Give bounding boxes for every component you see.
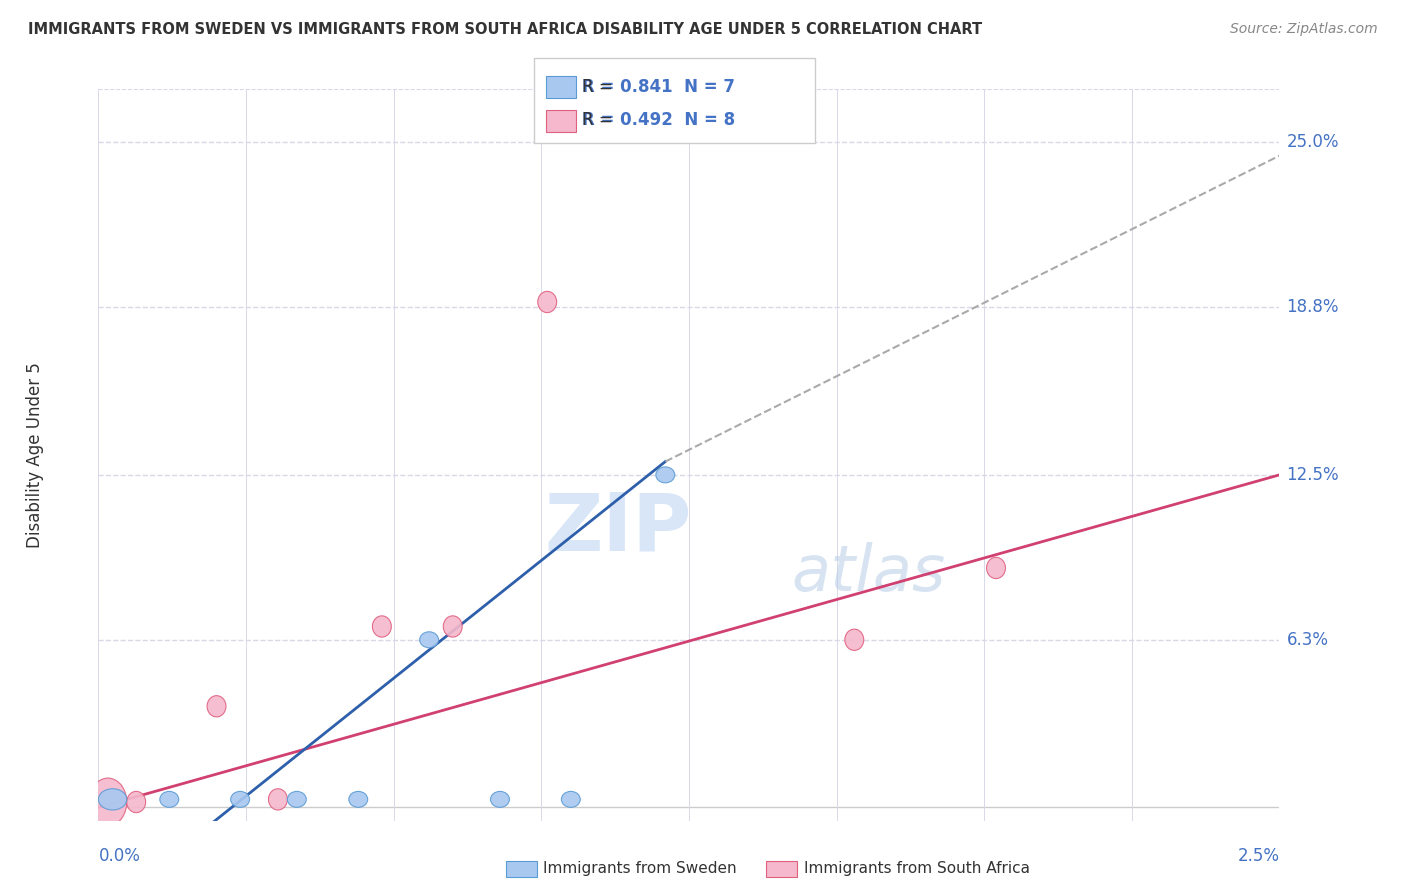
Ellipse shape bbox=[207, 696, 226, 717]
Text: Immigrants from Sweden: Immigrants from Sweden bbox=[543, 862, 737, 876]
Ellipse shape bbox=[127, 791, 146, 813]
Ellipse shape bbox=[443, 615, 463, 637]
Ellipse shape bbox=[987, 558, 1005, 579]
Text: R = 0.841  N = 7: R = 0.841 N = 7 bbox=[582, 78, 735, 95]
Text: R =: R = bbox=[582, 78, 613, 95]
Text: ZIP: ZIP bbox=[544, 489, 692, 567]
Ellipse shape bbox=[373, 615, 391, 637]
Ellipse shape bbox=[231, 791, 250, 807]
Text: 2.5%: 2.5% bbox=[1237, 847, 1279, 865]
Ellipse shape bbox=[655, 467, 675, 483]
Ellipse shape bbox=[269, 789, 287, 810]
Ellipse shape bbox=[98, 789, 127, 810]
Ellipse shape bbox=[160, 791, 179, 807]
Text: Source: ZipAtlas.com: Source: ZipAtlas.com bbox=[1230, 22, 1378, 37]
Ellipse shape bbox=[491, 791, 509, 807]
Text: IMMIGRANTS FROM SWEDEN VS IMMIGRANTS FROM SOUTH AFRICA DISABILITY AGE UNDER 5 CO: IMMIGRANTS FROM SWEDEN VS IMMIGRANTS FRO… bbox=[28, 22, 983, 37]
Text: 18.8%: 18.8% bbox=[1286, 298, 1339, 317]
Ellipse shape bbox=[419, 632, 439, 648]
Ellipse shape bbox=[845, 629, 863, 650]
Text: R =: R = bbox=[582, 112, 613, 129]
Ellipse shape bbox=[537, 292, 557, 312]
Text: R = 0.492  N = 8: R = 0.492 N = 8 bbox=[582, 112, 735, 129]
Text: 25.0%: 25.0% bbox=[1286, 134, 1339, 152]
Text: Immigrants from South Africa: Immigrants from South Africa bbox=[804, 862, 1031, 876]
Text: Disability Age Under 5: Disability Age Under 5 bbox=[27, 362, 44, 548]
Ellipse shape bbox=[89, 778, 127, 826]
Text: atlas: atlas bbox=[792, 542, 946, 604]
Text: 6.3%: 6.3% bbox=[1286, 631, 1329, 648]
Ellipse shape bbox=[287, 791, 307, 807]
Ellipse shape bbox=[349, 791, 368, 807]
Ellipse shape bbox=[561, 791, 581, 807]
Text: 0.0%: 0.0% bbox=[98, 847, 141, 865]
Text: 12.5%: 12.5% bbox=[1286, 466, 1339, 483]
